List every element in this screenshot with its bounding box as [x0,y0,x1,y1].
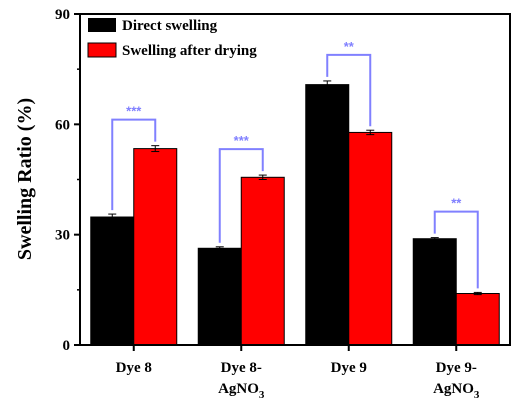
significance-label: *** [234,133,250,148]
significance-bracket [111,118,157,211]
y-tick-label: 60 [55,117,70,133]
x-axis: Dye 8 Dye 8- AgNO3 Dye 9 Dye 9- AgNO3 [116,345,480,401]
x-tick-label: Dye 9 [331,360,367,376]
bar-after-drying [133,148,178,346]
x-tick-label-line2: AgNO3 [218,381,265,401]
x-tick-label: Dye 8- [221,360,262,376]
x-tick-label-line2: AgNO3 [433,381,480,401]
bar-direct [305,84,350,346]
y-tick-label: 0 [63,338,71,354]
y-tick-label: 90 [55,7,70,23]
y-tick-label: 30 [55,228,70,244]
y-axis: 0 30 60 90 [55,7,80,354]
bars-layer [90,80,500,346]
x-tick-label: Dye 8 [116,360,152,376]
bar-after-drying [455,293,500,346]
bar-direct [197,247,242,346]
legend-swatch-direct [88,18,116,32]
significance-label: ** [451,196,462,211]
bar-after-drying [240,176,285,346]
bar-direct [90,216,135,346]
legend: Direct swelling Swelling after drying [87,18,257,59]
bar-after-drying [348,131,393,346]
x-tick-label: Dye 9- [436,360,477,376]
legend-label-after-drying: Swelling after drying [122,43,257,59]
significance-bracket [433,210,479,289]
bar-direct [412,238,457,346]
y-axis-label: Swelling Ratio (%) [14,98,36,260]
legend-swatch-after-drying [87,42,117,58]
significance-bracket [326,53,372,127]
significance-bracket [218,148,264,243]
legend-label-direct: Direct swelling [122,18,218,34]
significance-label: ** [344,39,355,54]
significance-label: *** [126,104,142,119]
significance-layer: ********** [111,39,479,289]
